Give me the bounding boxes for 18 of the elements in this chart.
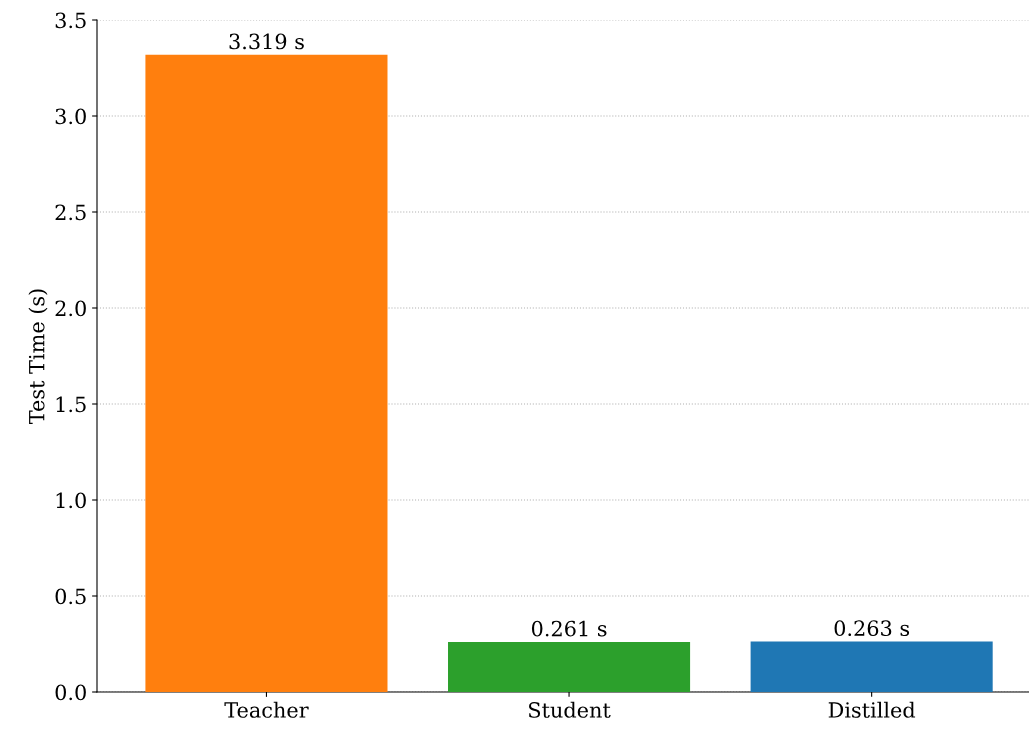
y-tick-label: 3.5 bbox=[55, 12, 86, 29]
bar bbox=[145, 54, 388, 692]
x-tick-label: Teacher bbox=[224, 701, 309, 718]
y-tick-label: 1.0 bbox=[56, 492, 86, 509]
data-label: 3.319 s bbox=[229, 33, 304, 50]
data-label: 0.263 s bbox=[834, 620, 910, 637]
x-tick-label: Student bbox=[529, 701, 611, 718]
y-tick-label: 2.0 bbox=[55, 300, 86, 317]
y-tick-label: 2.5 bbox=[55, 204, 86, 221]
y-tick-label: 1.5 bbox=[56, 396, 86, 413]
y-tick-label: 0.5 bbox=[55, 588, 86, 605]
y-tick-label: 3.0 bbox=[55, 108, 86, 125]
bar bbox=[448, 641, 691, 692]
x-tick-label: Distilled bbox=[828, 701, 916, 718]
bar bbox=[750, 641, 993, 692]
y-axis-title: Test Time (s) bbox=[28, 289, 48, 425]
data-label: 0.261 s bbox=[531, 620, 607, 637]
y-tick-label: 0.0 bbox=[55, 684, 86, 701]
